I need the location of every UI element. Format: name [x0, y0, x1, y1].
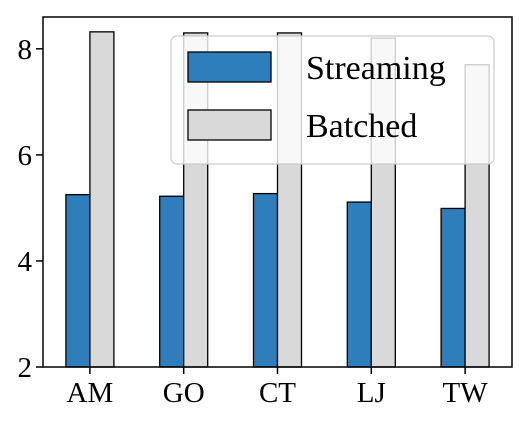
bar-streaming-ct [252, 192, 279, 368]
legend-swatch-batched [187, 109, 272, 141]
legend-label-streaming: Streaming [306, 50, 446, 87]
bar-batched-am [89, 31, 115, 368]
x-tick-label-lj: LJ [357, 377, 386, 409]
bar-streaming-am [65, 194, 91, 368]
y-tick-label-6: 6 [18, 140, 33, 172]
bar-streaming-go [159, 195, 185, 368]
legend-swatch-streaming [187, 51, 272, 83]
y-tick-label-2: 2 [18, 352, 33, 384]
x-tick-label-go: GO [163, 377, 205, 409]
bar-streaming-tw [440, 207, 466, 368]
x-tick-label-ct: CT [259, 377, 296, 409]
y-tick-label-4: 4 [18, 246, 33, 278]
bar-streaming-lj [346, 201, 372, 368]
y-tick-label-8: 8 [18, 34, 33, 66]
x-tick-label-am: AM [67, 377, 114, 409]
x-tick-label-tw: TW [443, 377, 489, 409]
legend-label-batched: Batched [306, 108, 417, 145]
